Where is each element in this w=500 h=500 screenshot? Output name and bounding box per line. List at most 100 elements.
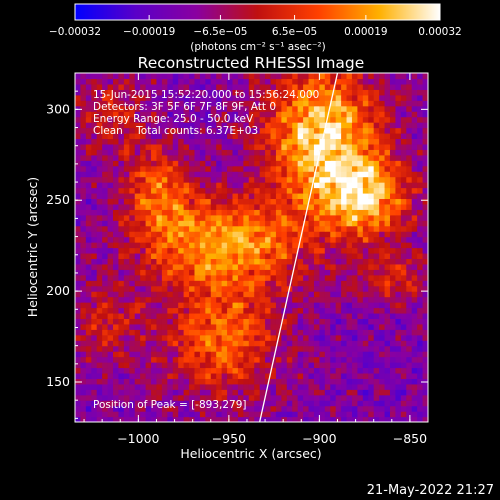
heatmap-cell	[145, 252, 152, 260]
heatmap-cell	[91, 416, 98, 422]
heatmap-cell	[286, 296, 293, 303]
heatmap-cell	[341, 73, 348, 80]
heatmap-cell	[351, 176, 358, 183]
heatmap-cell	[85, 285, 92, 292]
heatmap-cell	[389, 307, 397, 314]
heatmap-cell	[102, 182, 109, 189]
heatmap-cell	[292, 411, 299, 418]
heatmap-cell	[91, 111, 98, 118]
heatmap-cell	[145, 94, 152, 101]
x-axis-ticks: −1000 −950 −900 −850	[83, 73, 429, 446]
heatmap-cell	[205, 176, 212, 183]
heatmap-cell	[205, 116, 212, 123]
heatmap-cell	[373, 291, 380, 298]
heatmap-cell	[362, 143, 369, 150]
heatmap-cell	[417, 171, 424, 178]
heatmap-cell	[91, 334, 98, 341]
heatmap-cell	[123, 351, 130, 358]
heatmap-cell	[221, 400, 228, 407]
heatmap-cell	[308, 122, 315, 129]
heatmap-cell	[379, 400, 386, 407]
heatmap-cell	[351, 405, 358, 412]
heatmap-cell	[118, 416, 125, 422]
heatmap-cell	[254, 296, 261, 303]
heatmap-cell	[151, 269, 158, 276]
heatmap-cell	[417, 400, 424, 407]
heatmap-cell	[156, 89, 163, 96]
heatmap-cell	[205, 225, 212, 232]
heatmap-cell	[373, 307, 380, 314]
heatmap-cell	[341, 329, 348, 336]
heatmap-cell	[411, 100, 418, 107]
heatmap-cell	[227, 89, 234, 96]
heatmap-cell	[161, 105, 168, 112]
heatmap-cell	[145, 340, 152, 347]
heatmap-cell	[145, 138, 152, 145]
heatmap-cell	[107, 236, 114, 243]
heatmap-cell	[346, 351, 353, 358]
heatmap-cell	[102, 274, 109, 281]
heatmap-cell	[199, 143, 206, 150]
heatmap-cell	[199, 389, 206, 396]
heatmap-cell	[368, 263, 375, 270]
heatmap-cell	[265, 143, 272, 150]
heatmap-cell	[319, 220, 326, 227]
heatmap-cell	[243, 247, 250, 254]
heatmap-cell	[341, 100, 348, 107]
heatmap-cell	[216, 340, 223, 347]
heatmap-cell	[172, 149, 179, 156]
heatmap-cell	[167, 307, 174, 314]
heatmap-cell	[237, 165, 244, 172]
heatmap-cell	[123, 111, 130, 118]
heatmap-cell	[362, 209, 369, 216]
heatmap-cell	[151, 78, 158, 85]
heatmap-cell	[102, 252, 109, 260]
heatmap-cell	[194, 323, 201, 330]
heatmap-cell	[161, 383, 168, 390]
heatmap-cell	[351, 83, 358, 90]
heatmap-cell	[161, 389, 168, 396]
heatmap-cell	[406, 225, 413, 232]
heatmap-cell	[243, 116, 250, 123]
heatmap-cell	[406, 247, 413, 254]
heatmap-cell	[362, 132, 369, 140]
heatmap-cell	[406, 83, 413, 90]
heatmap-cell	[313, 198, 320, 205]
heatmap-cell	[417, 231, 424, 238]
heatmap-cell	[118, 143, 125, 150]
heatmap-cell	[422, 203, 428, 210]
heatmap-cell	[75, 329, 82, 336]
heatmap-cell	[134, 285, 141, 292]
heatmap-cell	[107, 160, 114, 167]
heatmap-cell	[80, 154, 87, 161]
heatmap-cell	[400, 296, 407, 303]
heatmap-cell	[330, 220, 337, 227]
heatmap-cell	[75, 274, 82, 281]
heatmap-cell	[389, 149, 397, 156]
heatmap-cell	[205, 367, 212, 374]
heatmap-cell	[221, 105, 228, 112]
heatmap-cell	[292, 356, 299, 363]
heatmap-cell	[254, 143, 261, 150]
heatmap-cell	[292, 307, 299, 314]
heatmap-cell	[232, 242, 239, 249]
heatmap-cell	[183, 111, 190, 118]
heatmap-cell	[379, 231, 386, 238]
heatmap-cell	[319, 356, 326, 363]
heatmap-cell	[118, 252, 125, 260]
heatmap-cell	[237, 182, 244, 189]
heatmap-cell	[389, 345, 397, 352]
heatmap-cell	[292, 111, 299, 118]
heatmap-cell	[292, 345, 299, 352]
heatmap-cell	[395, 143, 402, 150]
heatmap-cell	[259, 372, 266, 379]
heatmap-cell	[281, 73, 288, 80]
heatmap-cell	[189, 269, 196, 276]
heatmap-cell	[417, 138, 424, 145]
heatmap-cell	[199, 198, 206, 205]
heatmap-cell	[216, 111, 223, 118]
heatmap-cell	[113, 291, 120, 298]
heatmap-cell	[248, 367, 255, 374]
heatmap-cell	[384, 89, 391, 96]
heatmap-cell	[303, 83, 310, 90]
